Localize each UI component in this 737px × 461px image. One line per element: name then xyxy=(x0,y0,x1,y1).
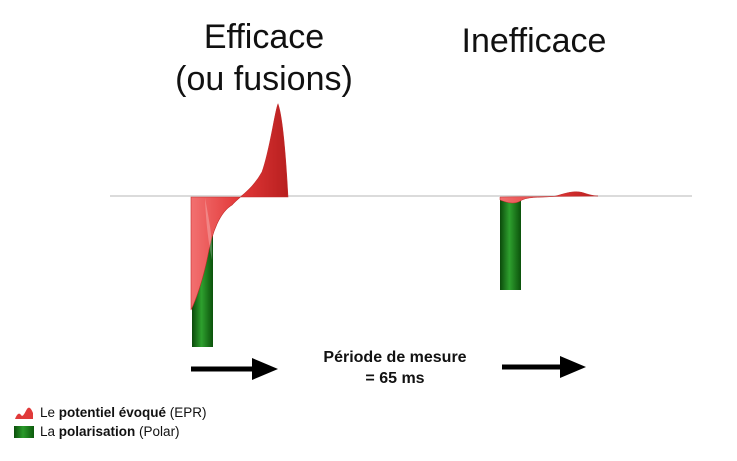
title-inefficace: Inefficace xyxy=(461,22,607,60)
title-efficace-line1: Efficace xyxy=(203,18,325,56)
title-efficace-line2: (ou fusions) xyxy=(175,60,353,98)
arrow-right-inefficace xyxy=(502,356,586,378)
epr-wave-icon xyxy=(14,406,34,420)
polar-bar-icon xyxy=(14,426,34,438)
measurement-period-label: Période de mesure = 65 ms xyxy=(290,347,500,389)
legend-polar-text: La polarisation (Polar) xyxy=(40,424,180,439)
arrow-right-efficace xyxy=(191,358,278,380)
title-efficace: Efficace (ou fusions) xyxy=(150,16,378,100)
epr-wave-efficace xyxy=(190,103,289,311)
epr-wave-inefficace xyxy=(499,191,599,204)
legend-item-epr: Le potentiel évoqué (EPR) xyxy=(14,405,207,421)
legend-item-polar: La polarisation (Polar) xyxy=(14,424,180,440)
polar-bar-inefficace xyxy=(500,197,521,290)
epr-wave-efficace-shadow xyxy=(205,198,213,260)
legend-epr-text: Le potentiel évoqué (EPR) xyxy=(40,405,207,420)
period-line1: Période de mesure xyxy=(323,349,467,366)
period-line2: = 65 ms xyxy=(365,370,425,387)
